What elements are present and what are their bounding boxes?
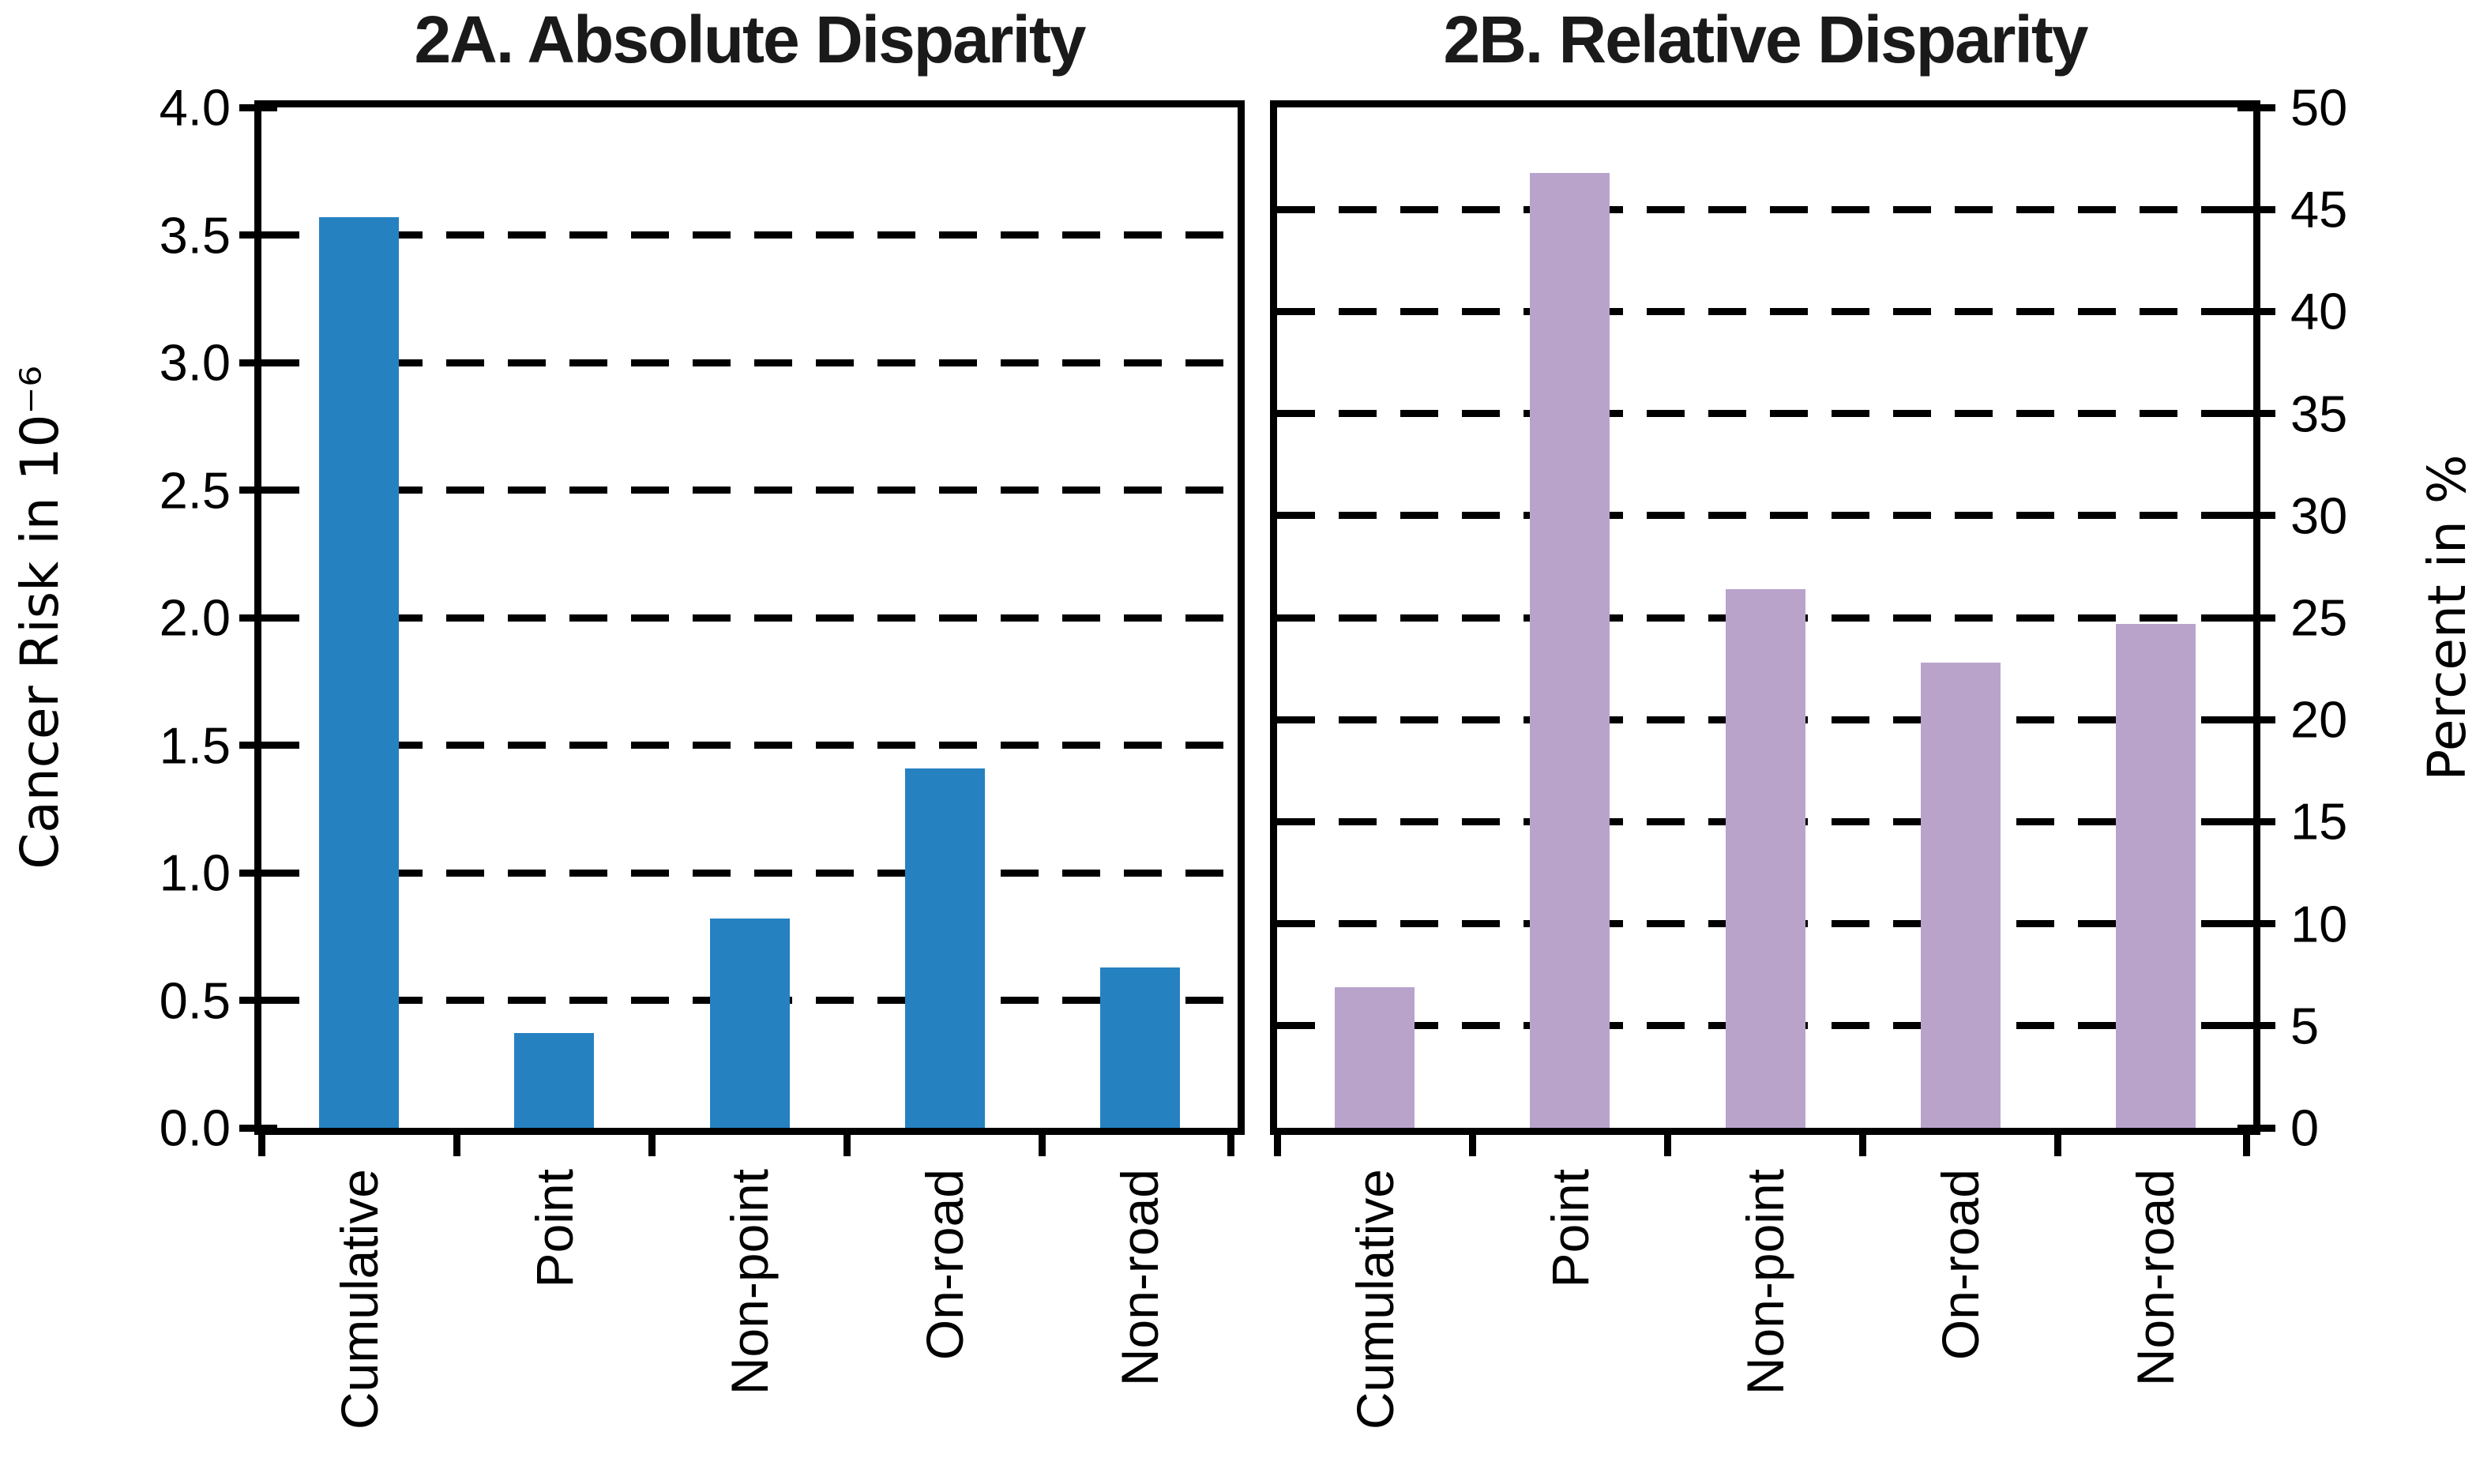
x-tick-2b-4 [2054,1128,2062,1156]
y-tick-label-2b-50: 50 [2290,78,2348,137]
y-tick-2b-25 [2237,614,2275,622]
gridline-2b-45 [1277,205,2253,213]
bar-2b-non-point [1725,588,1805,1128]
bar-2a-point [514,1033,595,1128]
bar-2b-point [1530,172,1610,1128]
y-tick-2b-45 [2237,205,2275,213]
x-tick-2a-2 [648,1128,656,1156]
gridline-2b-30 [1277,512,2253,520]
y-tick-2a-1.5 [239,742,277,749]
y-tick-label-2b-45: 45 [2290,180,2348,239]
gridline-2a-1.5 [261,742,1238,749]
y-tick-label-2a-2.0: 2.0 [159,588,231,647]
y-tick-label-2b-15: 15 [2290,792,2348,851]
x-category-label-2b-cumulative: Cumulative [1345,1169,1404,1430]
x-category-label-2b-point: Point [1540,1169,1599,1288]
x-category-label-2b-non-point: Non-point [1736,1169,1794,1396]
gridline-2b-35 [1277,410,2253,418]
y-tick-2a-3.0 [239,359,277,366]
x-tick-2a-0 [257,1128,265,1156]
y-tick-label-2b-35: 35 [2290,385,2348,443]
y-tick-label-2b-0: 0 [2290,1099,2320,1157]
chart-2b-plot-area [1270,100,2275,1156]
y-tick-2b-50 [2237,103,2275,111]
y-tick-2b-30 [2237,512,2275,520]
x-category-label-2a-on-road: On-road [915,1169,975,1361]
y-tick-label-2a-1.0: 1.0 [159,843,231,902]
gridline-2a-2 [261,614,1238,622]
x-category-label-2a-cumulative: Cumulative [329,1169,389,1430]
y-tick-label-2a-0.0: 0.0 [159,1099,231,1157]
x-tick-2b-2 [1663,1128,1671,1156]
y-tick-label-2b-5: 5 [2290,997,2320,1055]
y-tick-2a-3.5 [239,231,277,239]
bar-2b-cumulative [1335,986,1415,1128]
x-category-label-2a-non-road: Non-road [1110,1169,1170,1387]
y-tick-label-2b-40: 40 [2290,282,2348,340]
x-tick-2b-5 [2242,1128,2250,1156]
y-tick-label-2b-20: 20 [2290,690,2348,749]
y-tick-2b-35 [2237,410,2275,418]
x-tick-2a-5 [1227,1128,1234,1156]
y-tick-label-2a-2.5: 2.5 [159,461,231,519]
chart-2b-y-axis-title: Percent in % [2417,454,2478,781]
chart-2b-title: 2B. Relative Disparity [1443,2,2088,77]
y-tick-label-2a-4.0: 4.0 [159,78,231,137]
x-category-label-2a-point: Point [524,1169,584,1288]
y-tick-2a-4.0 [239,103,277,111]
gridline-2a-2.5 [261,487,1238,494]
y-tick-label-2a-3.0: 3.0 [159,333,231,392]
y-tick-2b-10 [2237,920,2275,928]
y-tick-2a-2.5 [239,487,277,494]
bar-2b-non-road [2115,623,2196,1128]
gridline-2b-40 [1277,307,2253,315]
gridline-2a-3.5 [261,231,1238,239]
bar-2a-on-road [904,768,985,1128]
y-tick-2b-15 [2237,817,2275,825]
gridline-2a-3 [261,359,1238,366]
y-tick-label-2b-30: 30 [2290,487,2348,545]
x-tick-2a-1 [453,1128,460,1156]
y-tick-2a-0.5 [239,997,277,1004]
x-category-label-2a-non-point: Non-point [720,1169,779,1396]
bar-2a-non-point [709,919,790,1128]
x-category-label-2b-on-road: On-road [1931,1169,1990,1361]
y-tick-2b-5 [2237,1022,2275,1030]
y-tick-2b-0 [2237,1124,2275,1132]
chart-2a-title: 2A. Absolute Disparity [414,2,1086,77]
gridline-2a-1 [261,869,1238,877]
bar-2b-on-road [1920,662,2001,1128]
x-tick-2a-3 [843,1128,851,1156]
x-tick-2a-4 [1039,1128,1046,1156]
bar-2a-non-road [1099,967,1180,1128]
x-category-label-2b-non-road: Non-road [2126,1169,2185,1387]
bar-2a-cumulative [319,216,400,1128]
x-tick-2b-0 [1273,1128,1281,1156]
x-tick-2b-3 [1859,1128,1867,1156]
y-tick-label-2b-10: 10 [2290,895,2348,953]
x-tick-2b-1 [1468,1128,1476,1156]
y-tick-2a-1.0 [239,869,277,877]
y-tick-2a-2.0 [239,614,277,622]
y-tick-label-2a-0.5: 0.5 [159,971,231,1029]
chart-2a-plot-area [239,100,1245,1156]
y-tick-2b-40 [2237,307,2275,315]
y-tick-2b-20 [2237,716,2275,723]
y-tick-label-2a-1.5: 1.5 [159,716,231,774]
y-tick-label-2b-25: 25 [2290,588,2348,647]
y-tick-label-2a-3.5: 3.5 [159,206,231,264]
